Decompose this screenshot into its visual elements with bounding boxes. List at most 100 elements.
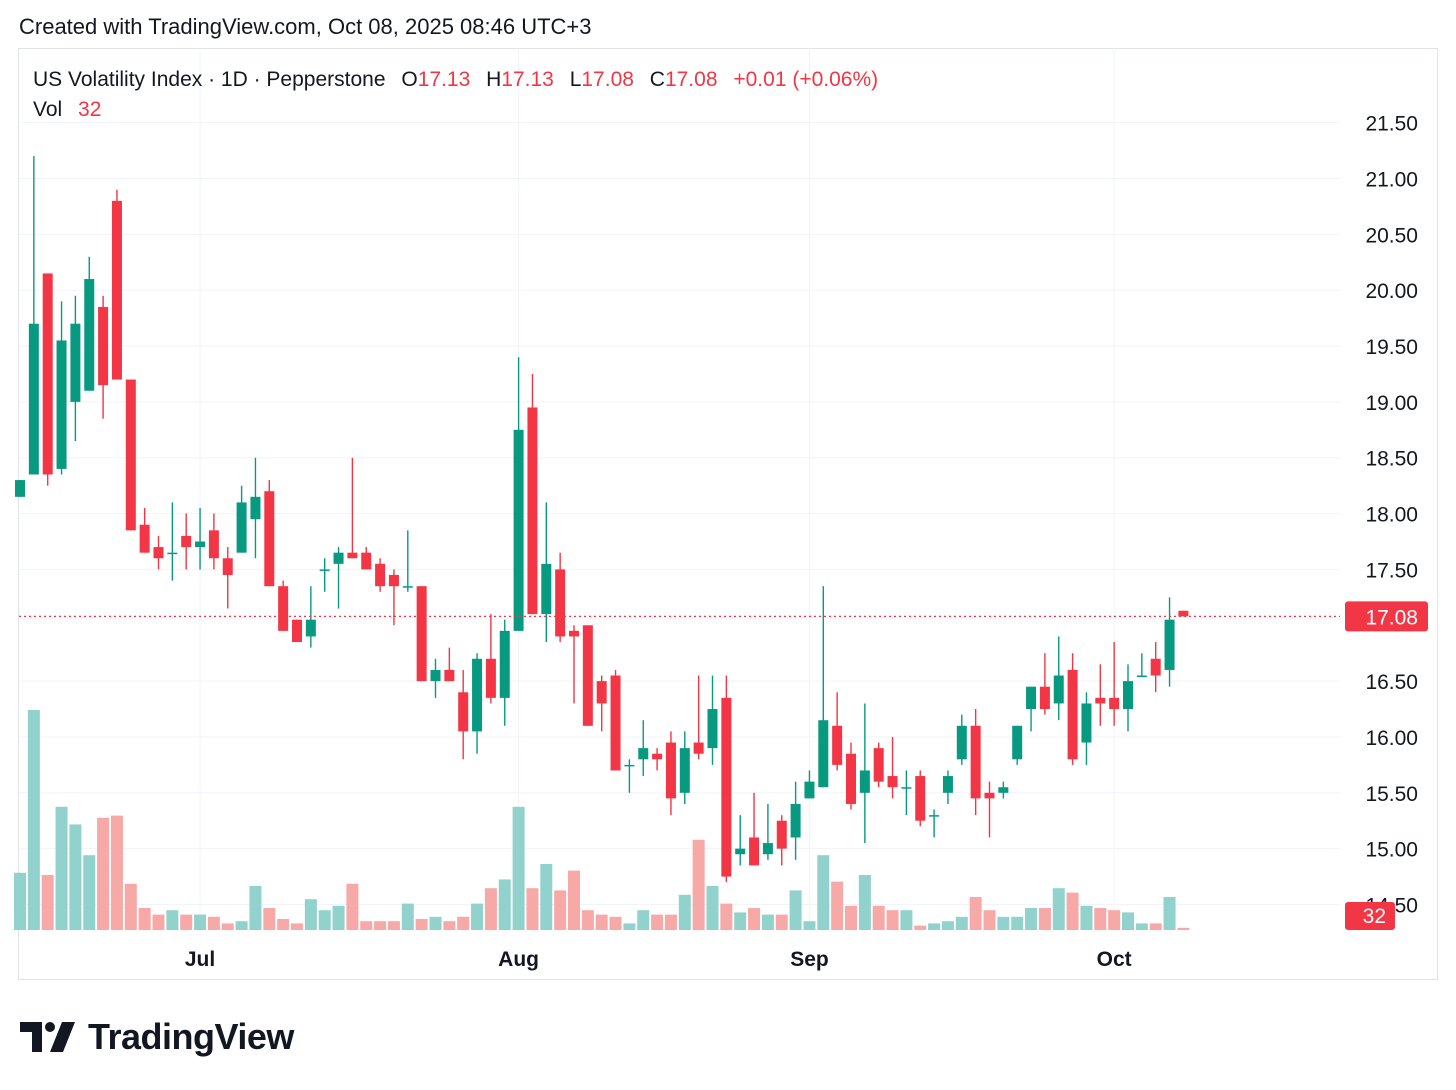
- volume-bar: [27, 710, 40, 930]
- candle-body: [458, 692, 469, 732]
- volume-bar: [678, 894, 691, 930]
- volume-bar: [1025, 908, 1038, 930]
- volume-bar: [1135, 923, 1148, 930]
- candle-body: [1123, 681, 1133, 710]
- volume-bar: [720, 903, 733, 930]
- candle-body: [652, 753, 663, 760]
- volume-bar: [1080, 905, 1093, 930]
- volume-bar: [1066, 892, 1079, 930]
- created-with-caption: Created with TradingView.com, Oct 08, 20…: [19, 14, 592, 39]
- volume-bar: [235, 921, 248, 930]
- y-axis-tick-label: 15.00: [1365, 839, 1418, 862]
- candle-body: [555, 569, 566, 637]
- candle-body: [818, 720, 829, 788]
- volume-bar: [429, 916, 442, 930]
- candle-body: [222, 558, 233, 576]
- candle-body: [70, 323, 81, 402]
- candle-body: [596, 681, 607, 704]
- volume-bar: [318, 910, 331, 930]
- y-axis-tick-label: 16.50: [1365, 671, 1418, 694]
- volume-bar: [1122, 912, 1134, 930]
- legend-high-value: 17.13: [501, 68, 554, 91]
- candle-body: [1164, 619, 1175, 670]
- candle-body: [208, 530, 219, 559]
- volume-bar: [360, 921, 373, 930]
- volume-bar: [914, 925, 927, 930]
- volume-bar: [651, 914, 664, 930]
- legend-symbol[interactable]: US Volatility Index · 1D · Pepperstone: [33, 68, 386, 91]
- volume-bar: [83, 855, 96, 930]
- chart-legend: US Volatility Index · 1D · Pepperstone O…: [33, 65, 878, 125]
- tradingview-logo-text: TradingView: [88, 1016, 294, 1057]
- volume-bar: [858, 875, 871, 930]
- candle-body: [1178, 610, 1189, 617]
- tradingview-logo[interactable]: TradingView: [20, 1016, 294, 1058]
- volume-bar: [14, 872, 26, 930]
- volume-bar: [1149, 923, 1162, 930]
- volume-bar: [332, 905, 345, 930]
- candle-body: [361, 552, 372, 570]
- candle-body: [513, 429, 524, 631]
- volume-bar: [803, 921, 816, 930]
- candle-body: [804, 781, 815, 799]
- volume-bar: [526, 888, 539, 930]
- last-price-badge: [1345, 601, 1428, 632]
- volume-bar: [1163, 897, 1176, 930]
- candle-body: [929, 815, 940, 817]
- candle-body: [333, 552, 344, 564]
- volume-bar: [1038, 908, 1051, 930]
- volume-bar: [277, 919, 290, 930]
- candle-body: [846, 753, 856, 804]
- last-volume-badge: [1345, 902, 1395, 930]
- candle-body: [610, 675, 621, 771]
- legend-open-value: 17.13: [417, 68, 471, 91]
- volume-bar: [734, 912, 747, 930]
- y-axis-tick-label: 19.00: [1365, 392, 1418, 415]
- y-axis-tick-label: 16.00: [1365, 727, 1418, 750]
- y-axis-tick-label: 19.50: [1365, 336, 1418, 359]
- candle-body: [264, 491, 275, 587]
- candle-body: [388, 575, 399, 587]
- volume-bar: [457, 916, 470, 930]
- candle-body: [638, 748, 649, 760]
- volume-bar: [221, 923, 234, 930]
- volume-bar: [748, 908, 761, 930]
- volume-bar: [207, 916, 220, 930]
- volume-bar: [581, 910, 594, 930]
- volume-bar: [471, 903, 484, 930]
- volume-bar: [97, 817, 110, 930]
- axis-layer: 21.50 21.00 20.50 20.00 19.50 19.00 18.50 18.00…: [19, 113, 1428, 971]
- candle-body: [942, 776, 953, 793]
- volume-bar: [166, 910, 179, 930]
- candle-body: [347, 552, 358, 559]
- volume-bar: [789, 890, 802, 930]
- volume-bar: [180, 914, 193, 930]
- chart-frame: [18, 48, 1438, 980]
- legend-close-label: C: [649, 68, 665, 91]
- volume-bar: [498, 879, 511, 930]
- candle-body: [707, 709, 718, 749]
- y-axis-tick-label: 20.00: [1365, 280, 1418, 303]
- volume-bar: [41, 875, 54, 930]
- candle-body: [527, 407, 538, 615]
- candle-body: [472, 658, 483, 732]
- y-axis-tick-label: 18.00: [1365, 504, 1418, 527]
- candle-body: [1053, 675, 1064, 704]
- candle-body: [250, 496, 261, 520]
- candle-body: [1136, 675, 1147, 678]
- volume-bar: [415, 919, 428, 930]
- candle-body: [28, 323, 39, 475]
- y-axis-tick-label: 17.50: [1365, 559, 1418, 582]
- candle-body: [416, 586, 427, 682]
- candle-body: [1039, 686, 1050, 710]
- volume-bar: [194, 914, 207, 930]
- legend-volume-label: Vol: [33, 98, 63, 121]
- legend-ohlc-row: US Volatility Index · 1D · Pepperstone O…: [33, 65, 878, 95]
- candle-body: [56, 340, 67, 469]
- candle-body: [970, 725, 981, 799]
- candle-body: [1012, 725, 1023, 760]
- volume-bar: [595, 914, 608, 930]
- volume-bar: [1052, 888, 1065, 930]
- volume-bar: [249, 886, 262, 930]
